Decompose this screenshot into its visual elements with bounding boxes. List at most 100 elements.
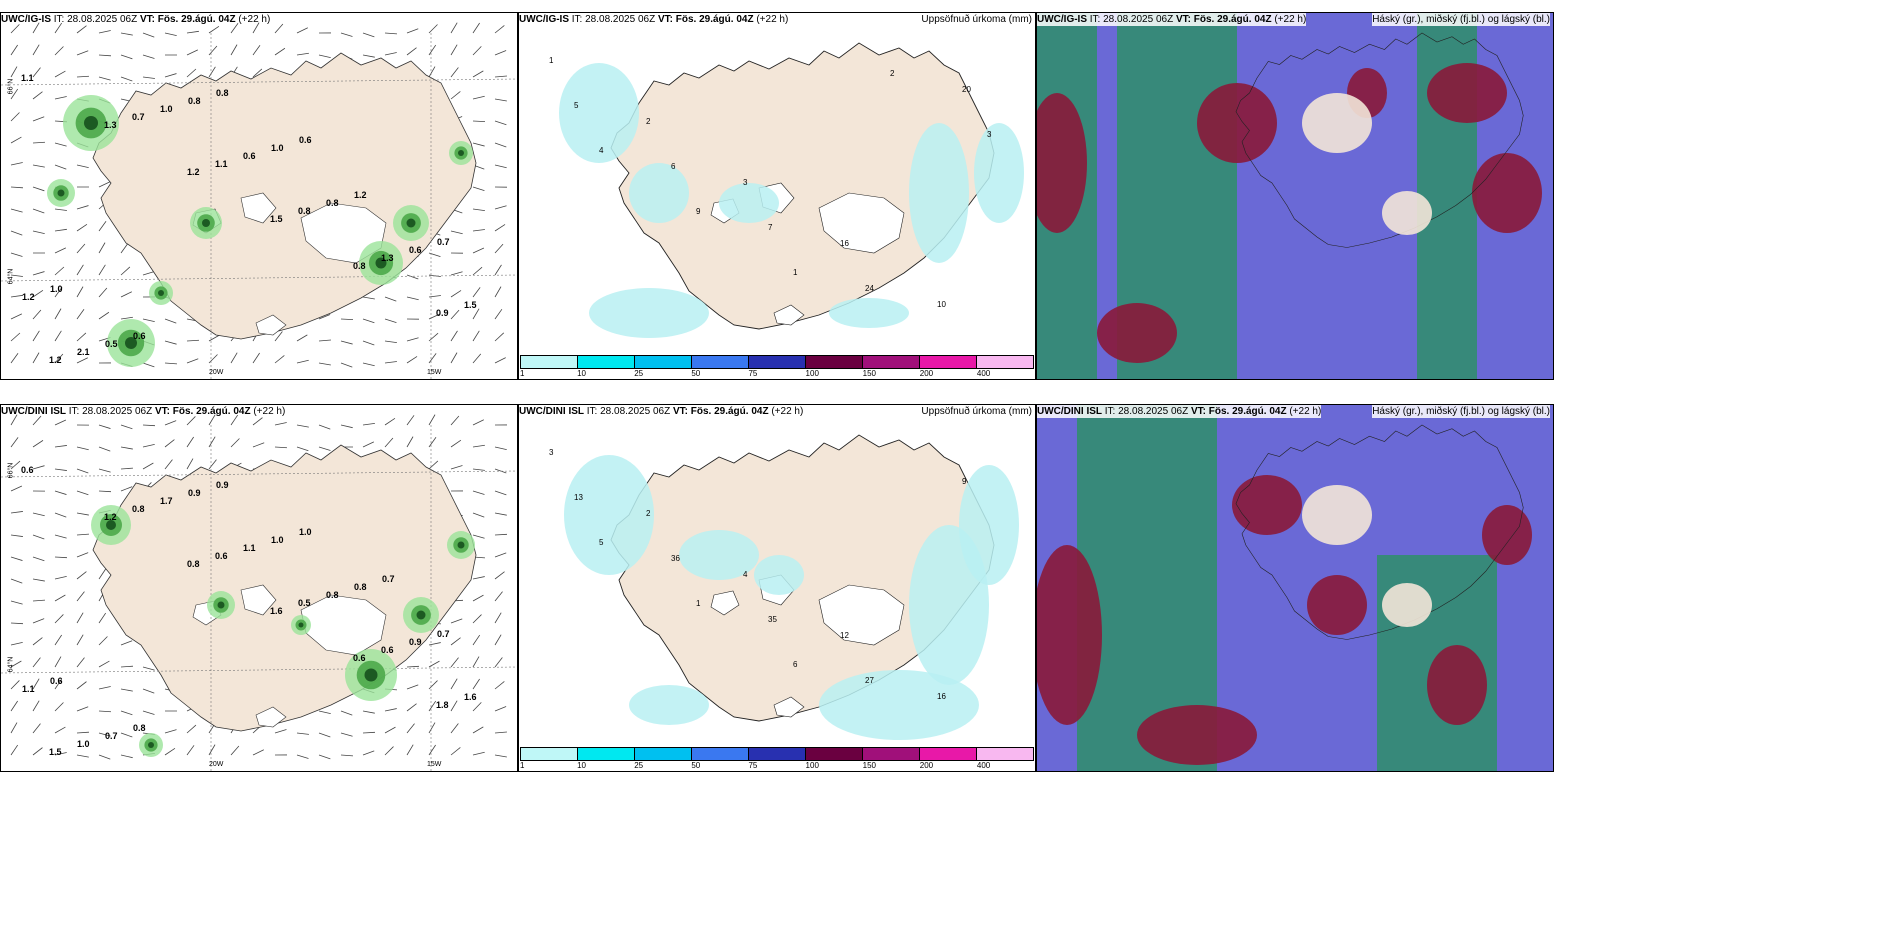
glacier (255, 706, 287, 728)
header-vt: VT: Fös. 29.ágú. 04Z (139, 14, 236, 25)
wind-barb (252, 749, 264, 756)
wind-barb (406, 274, 419, 280)
wind-barb (384, 437, 394, 448)
precip-area-core (406, 218, 416, 228)
wind-barb (32, 208, 45, 214)
wind-barb (54, 164, 67, 170)
wind-barb (54, 266, 65, 276)
wind-barb (76, 25, 87, 34)
wind-barb (450, 91, 461, 100)
wind-barb (98, 424, 111, 429)
lon-label-20: 20W (209, 761, 224, 768)
wind-barb (32, 747, 43, 756)
wind-barb (208, 45, 218, 56)
colorbar-swatch (863, 748, 920, 760)
header-model: UWC/IG-IS (1, 14, 51, 25)
wind-barb (318, 54, 331, 59)
precip-area-core (106, 520, 116, 530)
precip-area-core (125, 337, 137, 349)
precip-value-label: 1.5 (49, 747, 62, 757)
colorbar-swatch (521, 356, 578, 368)
wind-barb (10, 230, 23, 236)
wind-barb (450, 618, 463, 624)
precip-area (629, 685, 709, 725)
wind-barb (340, 732, 353, 737)
colorbar-swatch (977, 748, 1033, 760)
glacier (255, 314, 287, 336)
precip-value-label: 6 (671, 162, 676, 171)
precip-value-label: 1 (549, 56, 554, 65)
wind-barb (54, 594, 66, 602)
wind-barb (406, 356, 418, 364)
wind-barb (120, 640, 133, 646)
precip-value-label: 1.0 (77, 739, 90, 749)
precip-value-label: 1.0 (271, 535, 284, 545)
wind-barb (450, 352, 458, 364)
wind-barb (10, 252, 23, 257)
wind-barb (494, 164, 507, 169)
precip-area-core (364, 668, 378, 682)
wind-barb (142, 76, 155, 79)
wind-barb (472, 186, 485, 191)
glacier (710, 590, 740, 616)
wind-barb (428, 437, 437, 448)
wind-barb (230, 438, 240, 448)
wind-barb (384, 726, 396, 734)
header-vt: VT: Fös. 29.ágú. 04Z (672, 406, 769, 417)
precip-value-label: 2 (646, 509, 651, 518)
colorbar-swatch (749, 356, 806, 368)
wind-barb (164, 340, 177, 345)
wind-barb (494, 357, 506, 364)
wind-barb (76, 264, 84, 276)
precip-area-core (457, 541, 465, 549)
wind-barb (10, 274, 23, 277)
wind-barb (142, 318, 155, 323)
wind-barb (406, 415, 415, 426)
panel-r2-accum-precip: UWC/DINI ISL IT: 28.08.2025 06Z VT: Fös.… (518, 404, 1036, 772)
wind-barb (76, 706, 89, 712)
panel-title-right: Uppsöfnuð úrkoma (mm) (921, 14, 1032, 25)
wind-barb (76, 446, 89, 451)
wind-barb (186, 358, 199, 364)
wind-barb (76, 490, 89, 496)
precip-value-label: 0.6 (353, 653, 366, 663)
header-model: UWC/IG-IS (519, 14, 569, 25)
wind-barb (54, 556, 68, 559)
wind-barb (54, 678, 63, 690)
wind-barb (450, 439, 462, 448)
glacier (240, 584, 277, 616)
wind-barb (296, 732, 309, 735)
lat-label-66: 66°N (7, 462, 15, 479)
header-vt: VT: Fös. 29.ágú. 04Z (1175, 14, 1272, 25)
wind-barb (10, 112, 20, 122)
wind-barb (164, 729, 177, 734)
wind-barb (494, 731, 507, 734)
precip-map: 1 2 3 16 10 5 6 7 24 20 4 9 1 2 3 (549, 42, 1024, 338)
wind-barb (450, 657, 459, 668)
wind-barb (406, 436, 414, 448)
colorbar-tick-label: 150 (862, 369, 877, 378)
wind-barb (186, 745, 195, 756)
iceland-land (92, 444, 477, 732)
panel-header: UWC/IG-IS IT: 28.08.2025 06Z VT: Fös. 29… (1037, 13, 1307, 26)
cloud-low-layer (1482, 505, 1532, 565)
precip-value-label: 1.0 (299, 527, 312, 537)
wind-barb (230, 414, 239, 426)
wind-barb (76, 286, 84, 298)
wind-barb (164, 747, 176, 756)
wind-barb (54, 287, 63, 298)
wind-barb (10, 208, 23, 213)
wind-barb (362, 750, 375, 756)
lon-label-20: 20W (209, 369, 224, 376)
wind-barb (10, 578, 23, 584)
wind-barb (76, 612, 84, 624)
wind-barb (32, 723, 41, 734)
wind-barb (76, 657, 85, 668)
wind-barb (120, 424, 133, 430)
wind-barb (164, 362, 177, 365)
wind-barb (54, 512, 67, 518)
wind-barb (274, 355, 285, 364)
wind-barb (54, 308, 62, 320)
wind-barb (186, 30, 199, 34)
header-model: UWC/IG-IS (1037, 14, 1087, 25)
